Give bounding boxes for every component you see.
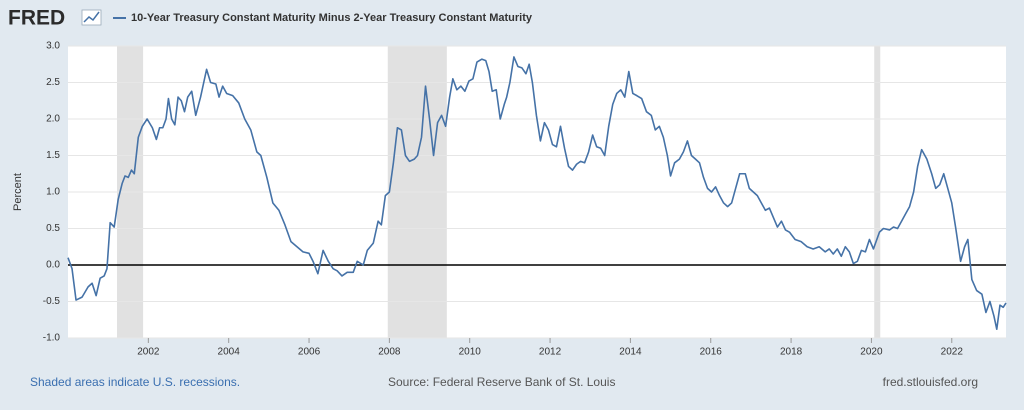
- footnote[interactable]: Shaded areas indicate U.S. recessions.: [30, 375, 240, 389]
- x-tick-label: 2020: [860, 347, 883, 358]
- y-tick-label: 0.5: [46, 223, 60, 234]
- logo: FRED: [8, 7, 65, 30]
- y-tick-label: 0.0: [46, 260, 60, 271]
- x-tick-label: 2002: [137, 347, 160, 358]
- y-tick-label: 1.0: [46, 187, 60, 198]
- y-tick-label: 2.0: [46, 114, 60, 125]
- logo-icon: [81, 9, 102, 26]
- x-tick-label: 2016: [700, 347, 723, 358]
- y-tick-label: 3.0: [46, 41, 60, 52]
- x-tick-label: 2010: [459, 347, 482, 358]
- source: Source: Federal Reserve Bank of St. Loui…: [388, 375, 615, 389]
- website[interactable]: fred.stlouisfed.org: [883, 375, 978, 389]
- series-line: [67, 56, 1007, 331]
- y-tick-label: 2.5: [46, 77, 60, 88]
- x-tick-label: 2014: [619, 347, 642, 358]
- x-tick-label: 2004: [218, 347, 241, 358]
- x-tick-label: 2022: [941, 347, 964, 358]
- logo-icon-frame: [81, 9, 102, 26]
- y-tick-label: -1.0: [43, 333, 61, 344]
- y-tick-label: -0.5: [43, 296, 61, 307]
- x-tick-label: 2018: [780, 347, 803, 358]
- x-tick-label: 2008: [378, 347, 401, 358]
- x-tick-label: 2006: [298, 347, 321, 358]
- logo-icon-line: [83, 11, 100, 23]
- x-tick-label: 2012: [539, 347, 562, 358]
- y-tick-label: 1.5: [46, 150, 60, 161]
- y-axis-label: Percent: [12, 173, 24, 211]
- legend-label: 10-Year Treasury Constant Maturity Minus…: [131, 12, 533, 24]
- plot-area: [68, 45, 1006, 339]
